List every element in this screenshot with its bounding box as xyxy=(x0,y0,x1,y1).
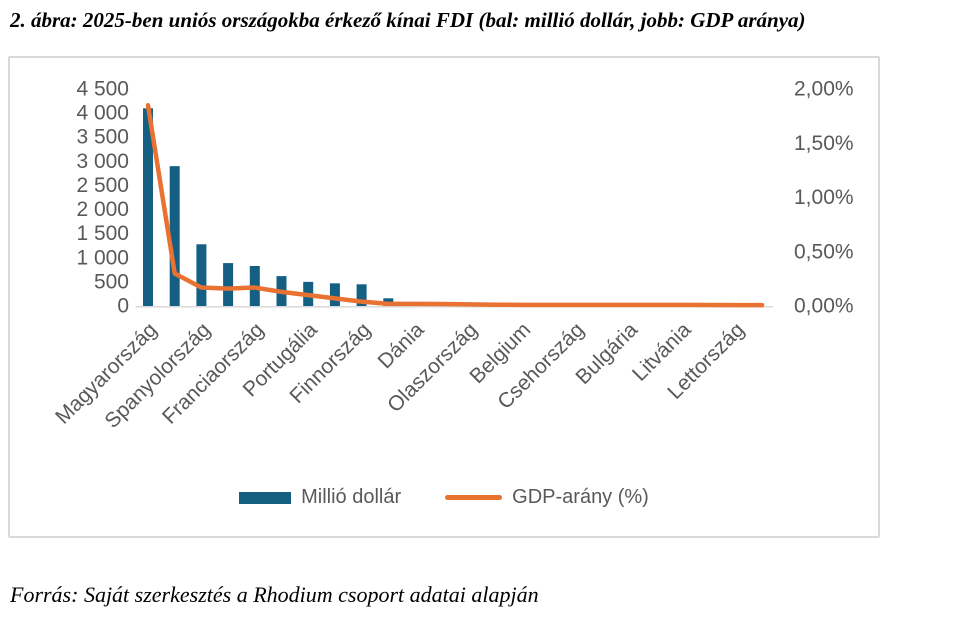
right-axis-tick-label: 2,00% xyxy=(794,78,854,101)
bar xyxy=(223,263,234,306)
left-axis-tick-label: 2 000 xyxy=(76,198,129,221)
chart-frame: 0 500 1 000 1 500 2 000 2 500 3 000 3 500 4 000 4… xyxy=(8,56,880,538)
bar xyxy=(196,244,207,306)
right-axis-tick-label: 0,00% xyxy=(794,295,854,318)
right-axis-tick-label: 1,50% xyxy=(794,132,854,155)
legend-line-swatch xyxy=(445,495,503,500)
right-axis-tick-label: 1,00% xyxy=(794,186,854,209)
left-axis-tick-label: 3 000 xyxy=(76,150,129,173)
legend-line-label: GDP-arány (%) xyxy=(512,486,649,508)
bar xyxy=(329,283,340,306)
bar xyxy=(356,284,367,306)
source-note: Forrás: Saját szerkesztés a Rhodium csop… xyxy=(10,582,539,607)
left-axis-tick-label: 1 500 xyxy=(76,222,129,245)
left-axis-tick-label: 4 500 xyxy=(76,78,129,101)
left-axis-tick-label: 4 000 xyxy=(76,102,129,125)
legend-item-line: GDP-arány (%) xyxy=(445,486,649,509)
figure-title: 2. ábra: 2025-ben uniós országokba érkez… xyxy=(10,8,806,32)
left-axis-tick-label: 0 xyxy=(117,295,129,318)
left-axis-tick-label: 1 000 xyxy=(76,246,129,269)
legend-bar-label: Millió dollár xyxy=(301,486,402,508)
left-axis-tick-label: 3 500 xyxy=(76,126,129,149)
gdp-ratio-line xyxy=(145,103,765,308)
bar xyxy=(143,108,153,307)
legend-item-bars: Millió dollár xyxy=(239,486,401,509)
left-axis-tick-label: 2 500 xyxy=(76,174,129,197)
legend-bar-swatch xyxy=(239,491,292,504)
chart-legend: Millió dollár GDP-arány (%) xyxy=(10,486,878,509)
left-axis-tick-label: 500 xyxy=(94,270,129,293)
right-axis-tick-label: 0,50% xyxy=(794,240,854,263)
bar xyxy=(169,166,180,306)
